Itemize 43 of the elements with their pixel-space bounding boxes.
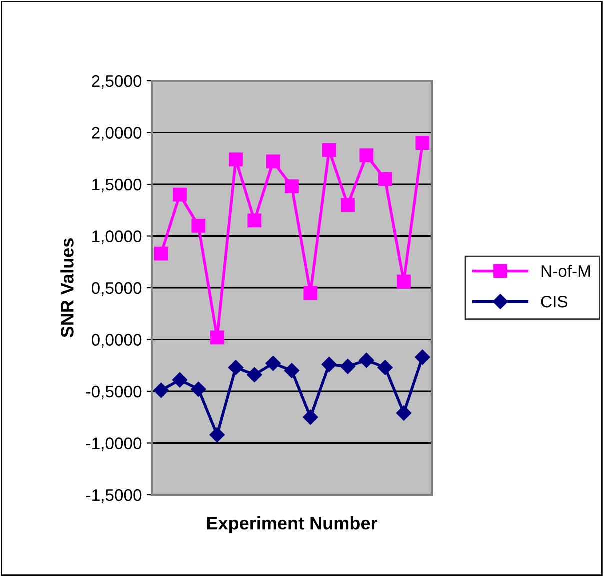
point [360, 148, 374, 162]
point [322, 357, 337, 372]
point [173, 188, 187, 202]
point [378, 172, 392, 186]
point [247, 367, 262, 383]
point [397, 274, 411, 289]
point [191, 382, 206, 397]
point [341, 198, 355, 212]
point [416, 136, 430, 150]
point [284, 363, 300, 378]
legend-label: N-of-M [542, 264, 590, 278]
point [340, 359, 356, 374]
point [266, 356, 281, 372]
y-tick-label: -1,0000 [86, 438, 142, 452]
y-tick-label: 1,0000 [92, 230, 142, 244]
x-axis-title: Experiment Number [207, 516, 378, 534]
y-tick-label: 1,5000 [92, 178, 142, 193]
point [229, 152, 243, 167]
point [210, 427, 225, 443]
legend-label: CIS [541, 296, 568, 308]
y-tick-label: -0,5000 [86, 386, 142, 400]
y-axis-title: SNR Values [60, 238, 74, 338]
point [266, 154, 280, 169]
point [154, 246, 168, 261]
point [415, 350, 430, 365]
point [228, 360, 244, 376]
y-tick-label: -1,5000 [86, 489, 142, 504]
point [322, 143, 336, 158]
point [192, 218, 206, 233]
point [359, 352, 374, 368]
point [396, 406, 412, 421]
y-tick-label: 0,5000 [92, 282, 142, 296]
point [248, 214, 262, 228]
y-tick-label: 0,0000 [92, 334, 142, 348]
point [154, 382, 169, 398]
y-tick-label: 2,5000 [92, 75, 142, 90]
y-tick-label: 2,0000 [92, 127, 142, 141]
point [172, 372, 188, 388]
point [303, 410, 318, 425]
point [210, 330, 224, 345]
point [285, 180, 299, 194]
point [304, 286, 318, 300]
point [378, 360, 393, 376]
